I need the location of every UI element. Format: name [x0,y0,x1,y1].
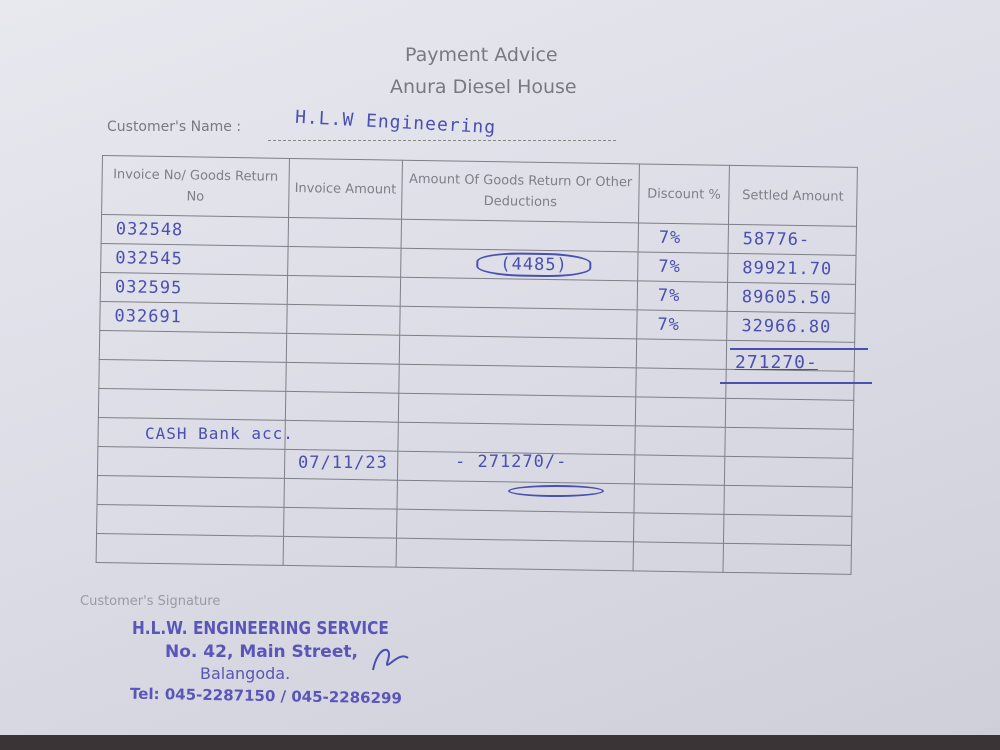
cell-discount: 7% [637,251,729,283]
cell-settled [725,398,854,430]
customer-name-line [268,140,616,141]
cell-invoice [96,533,284,566]
row-settled: 89605.50 [741,287,832,309]
payment-note: CASH Bank acc. [145,424,294,443]
cell-settled [723,485,853,517]
row-deduction: (4485) [476,251,592,278]
cell-invoice [97,475,285,508]
payment-amount: - 271270/- [455,452,568,472]
cell-invoice [99,330,287,363]
row-settled: 32966.80 [741,316,832,338]
cell-settled: 89921.70 [727,253,857,285]
cell-discount [636,338,727,370]
cell-settled [723,514,852,546]
cell-deduction [398,393,636,426]
cell-deduction [398,364,637,397]
cell-amount [283,507,397,539]
stamp-line3: Balangoda. [200,664,291,683]
cell-deduction [401,219,639,252]
cell-amount [288,217,402,249]
cell-deduction [399,306,638,339]
cell-discount: 7% [637,280,728,312]
cell-amount [287,246,402,278]
cell-invoice: 032548 [101,214,289,247]
customer-name-label: Customer's Name : [107,119,242,135]
cell-deduction [396,509,634,542]
customer-name-value: H.L.W Engineering [294,106,497,139]
cell-deduction [396,538,634,571]
row-discount: 7% [658,256,681,278]
cell-settled: 89605.50 [727,282,856,314]
cell-amount [285,391,399,423]
cell-amount [284,420,399,452]
cell-amount [285,362,400,394]
row-discount: 7% [657,314,681,336]
col-settled: Settled Amount [728,165,858,227]
cell-discount [635,367,727,399]
payment-date: 07/11/23 [298,453,388,473]
cell-settled [724,456,853,488]
cell-settled: 58776- [728,224,857,256]
cell-deduction [397,422,636,455]
cell-deduction: (4485) [400,248,639,281]
row-invoice: 032548 [115,219,184,241]
cell-amount [283,536,397,568]
row-settled: 58776- [742,229,811,251]
row-invoice: 032545 [115,248,183,270]
signature-label: Customer's Signature [80,594,221,609]
stamp-line1: H.L.W. ENGINEERING SERVICE [132,618,389,639]
row-invoice: 032595 [114,277,183,299]
cell-invoice: 032691 [99,301,288,334]
cell-discount [633,512,724,544]
stamp-line4: Tel: 045-2287150 / 045-2286299 [129,684,403,708]
cell-invoice [98,359,287,392]
company-name: Anura Diesel House [390,76,577,98]
row-discount: 7% [658,227,682,249]
document-title: Payment Advice [405,44,558,66]
cell-settled [725,369,855,401]
signature-icon [372,648,409,671]
cell-invoice [98,388,286,421]
cell-deduction [399,335,637,368]
col-discount: Discount % [638,163,730,225]
col-invoice-amount: Invoice Amount [288,158,403,220]
sum-line [730,348,868,350]
col-deductions: Amount Of Goods Return Or Other Deductio… [401,160,640,223]
row-settled: 89921.70 [742,258,833,280]
cell-invoice: 032545 [100,243,289,276]
cell-discount [633,541,724,573]
cell-settled: 32966.80 [726,311,856,343]
cell-amount [287,275,401,307]
stamp-line2: No. 42, Main Street, [165,642,358,662]
cell-discount [635,396,726,428]
cell-settled [723,543,852,575]
cell-amount [283,478,398,510]
amount-underline [508,485,604,497]
cell-discount [633,483,725,515]
cell-invoice [96,504,284,537]
cell-discount [634,425,726,457]
cell-invoice [97,446,285,479]
cell-deduction [400,277,638,310]
cell-discount [634,454,725,486]
row-discount: 7% [657,285,681,307]
col-invoice-no: Invoice No/ Goods Return No [101,155,290,218]
cell-amount [286,333,400,365]
cell-deduction [396,480,635,513]
row-invoice: 032691 [114,306,183,328]
total-underline [720,382,872,384]
total-settled: 271270- [735,352,818,373]
cell-discount: 7% [638,222,729,254]
cell-invoice: 032595 [100,272,288,305]
cell-amount [286,304,401,336]
cell-discount: 7% [636,309,728,341]
cell-settled [724,427,854,459]
